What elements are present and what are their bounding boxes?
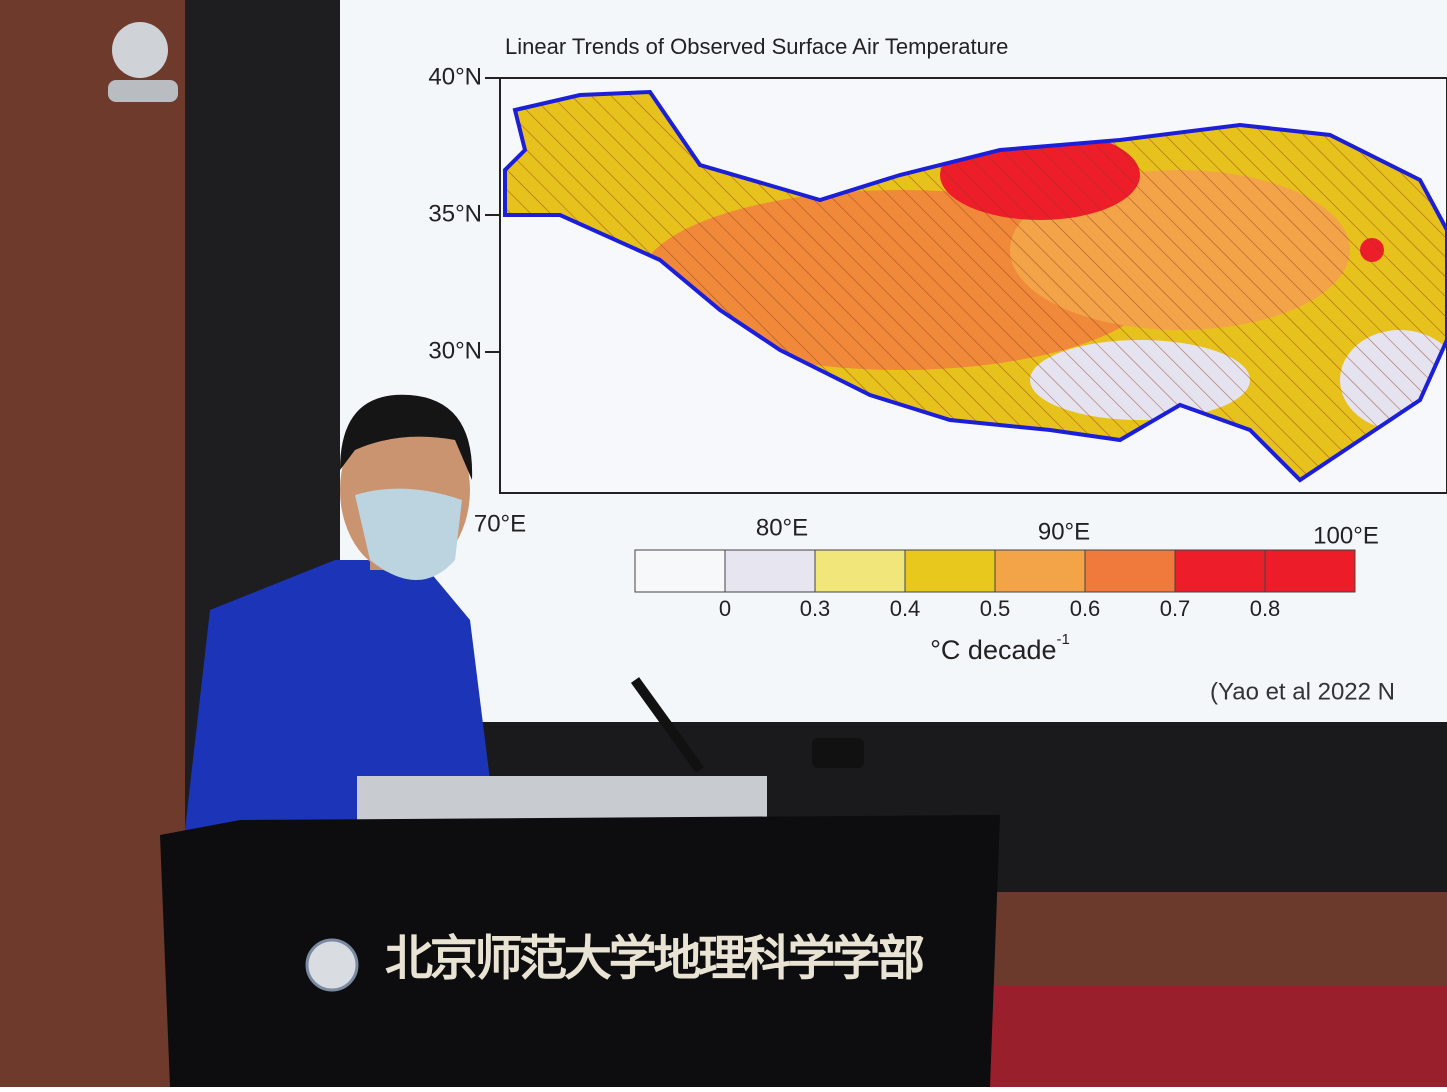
wood-wall — [0, 0, 185, 1087]
lat-label: 35°N — [428, 200, 482, 227]
colorbar-segment — [814, 549, 906, 593]
colorbar-segment — [1264, 549, 1356, 593]
lon-label: 90°E — [1038, 518, 1090, 545]
lon-labels: 70°E 80°E 90°E 100°E — [474, 510, 1379, 549]
speaker-shirt — [185, 560, 490, 830]
map-title: Linear Trends of Observed Surface Air Te… — [505, 34, 1008, 59]
colorbar-segment — [1084, 549, 1176, 593]
colorbar-label: 0 — [719, 596, 731, 621]
colorbar-label: 0.6 — [1070, 596, 1101, 621]
colorbar-segment — [904, 549, 996, 593]
colorbar-segment — [634, 549, 726, 593]
red-carpet — [985, 985, 1447, 1087]
lon-label: 80°E — [756, 514, 808, 541]
unit-text: °C decade — [930, 635, 1056, 665]
speaker-hair — [340, 394, 473, 480]
mic-head — [812, 738, 864, 768]
unit-exponent: -1 — [1057, 631, 1070, 648]
microphone — [630, 677, 705, 773]
citation: (Yao et al 2022 N — [1210, 678, 1395, 705]
colorbar-segment — [1174, 549, 1266, 593]
colorbar-label: 0.7 — [1160, 596, 1191, 621]
unit-label: °C decade-1 — [930, 631, 1070, 665]
colorbar-label: 0.5 — [980, 596, 1011, 621]
lat-label: 40°N — [428, 63, 482, 90]
lat-labels: 40°N 35°N 30°N — [428, 63, 500, 364]
colorbar-label: 0.3 — [800, 596, 831, 621]
colorbar-label: 0.4 — [890, 596, 921, 621]
laptop — [357, 776, 767, 822]
lat-label: 30°N — [428, 337, 482, 364]
camera — [112, 22, 168, 78]
wood-panel — [985, 890, 1447, 985]
university-logo — [305, 938, 359, 992]
colorbar-label: 0.8 — [1250, 596, 1281, 621]
camera-base — [108, 80, 178, 102]
lon-label: 100°E — [1313, 522, 1379, 549]
podium-text: 北京师范大学地理科学学部 — [385, 931, 925, 987]
colorbar-segment — [994, 549, 1086, 593]
colorbar-segment — [724, 549, 816, 593]
face-mask — [355, 488, 462, 580]
colorbar: 0 0.3 0.4 0.5 0.6 0.7 0.8 — [634, 549, 1356, 621]
podium — [160, 815, 1000, 1087]
lon-label: 70°E — [474, 510, 526, 537]
